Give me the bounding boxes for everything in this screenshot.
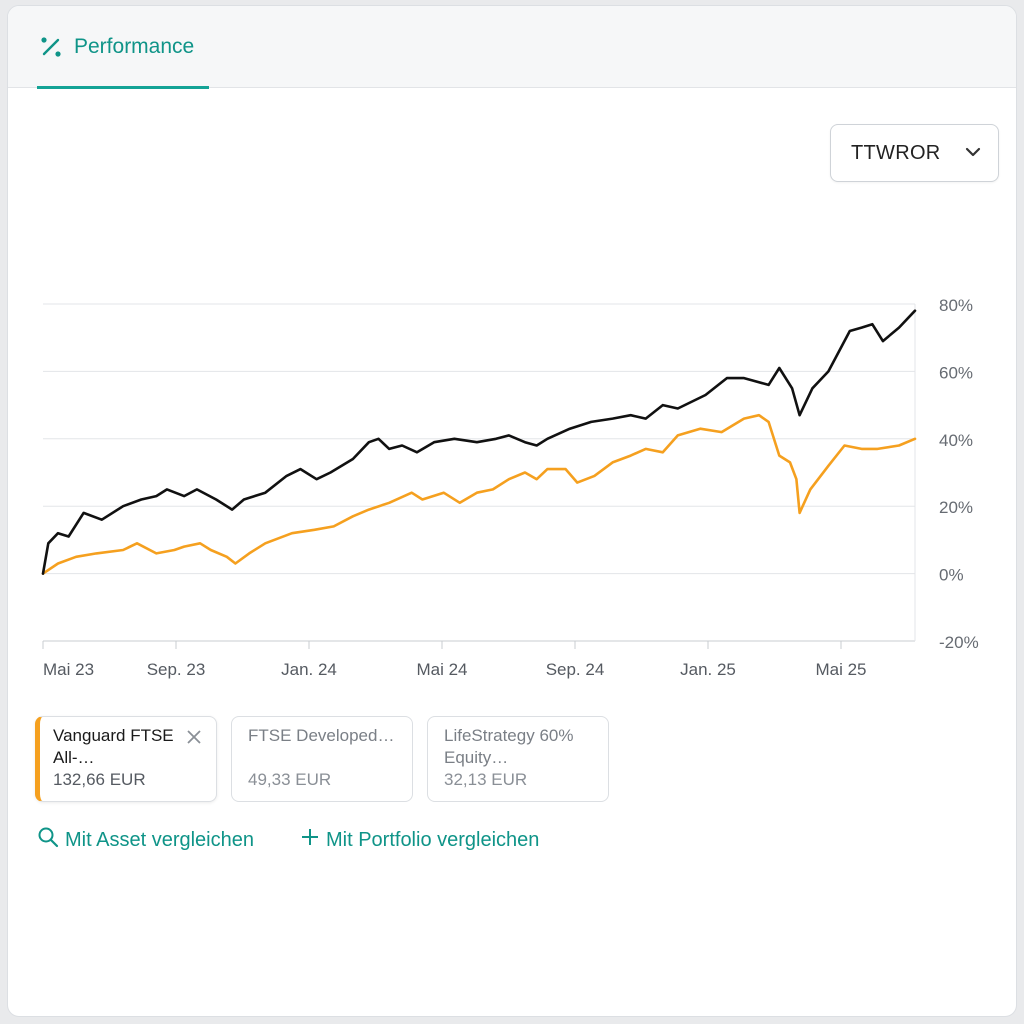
x-tick-label: Mai 25 [815, 660, 866, 679]
portfolio-series-line [41, 309, 917, 575]
x-tick-label: Mai 23 [43, 660, 94, 679]
asset-chip-name: Vanguard FTSE All-… [53, 726, 174, 767]
active-tab-indicator [37, 86, 209, 89]
metric-select-value: TTWROR [851, 141, 941, 164]
x-tick-label: Sep. 24 [546, 660, 605, 679]
y-tick-label: 40% [939, 431, 973, 450]
chevron-down-icon [965, 144, 981, 162]
asset-chip-value: 32,13 EUR [444, 770, 528, 789]
compare-actions: Mit Asset vergleichen Mit Portfolio verg… [37, 826, 539, 854]
tab-performance[interactable]: Performance [37, 6, 209, 89]
asset-chip-value: 49,33 EUR [248, 770, 332, 789]
compare-asset-label: Mit Asset vergleichen [65, 828, 254, 851]
y-tick-label: 20% [939, 498, 973, 517]
asset-chip-value: 132,66 EUR [53, 770, 146, 789]
search-icon [37, 826, 59, 854]
close-icon[interactable] [184, 727, 204, 747]
percent-icon [40, 36, 62, 58]
metric-select[interactable]: TTWROR [830, 124, 999, 182]
y-tick-label: 60% [939, 363, 973, 382]
y-tick-label: 0% [939, 566, 964, 585]
plus-icon [300, 827, 320, 853]
asset-chip[interactable]: Vanguard FTSE All-… 132,66 EUR [35, 716, 217, 802]
benchmark-series-line [41, 413, 917, 575]
y-tick-label: -20% [939, 633, 979, 652]
compare-portfolio-label: Mit Portfolio vergleichen [325, 828, 540, 851]
asset-chip[interactable]: LifeStrategy 60% Equity… 32,13 EUR [427, 716, 609, 802]
asset-chips: Vanguard FTSE All-… 132,66 EUR FTSE Deve… [35, 716, 609, 802]
tab-bar: Performance [8, 6, 1016, 89]
performance-chart: 80% 60% 40% 20% 0% -20% Mai 23 Sep. 23 Jan. 24 Ma… [41, 296, 979, 679]
x-tick-label: Sep. 23 [147, 660, 206, 679]
performance-card: Performance TTWROR 80% 60% 40% 20% 0% -20% Mai… [7, 5, 1017, 1017]
asset-chip[interactable]: FTSE Developed… 49,33 EUR [231, 716, 413, 802]
x-tick-label: Mai 24 [416, 660, 467, 679]
asset-chip-name: LifeStrategy 60% Equity… [444, 726, 574, 767]
compare-asset-link[interactable]: Mit Asset vergleichen [37, 826, 254, 854]
compare-portfolio-link[interactable]: Mit Portfolio vergleichen [300, 826, 539, 854]
tab-performance-label: Performance [74, 35, 195, 58]
x-tick-label: Jan. 25 [680, 660, 736, 679]
y-tick-label: 80% [939, 296, 973, 315]
asset-chip-name: FTSE Developed… [248, 726, 395, 745]
x-tick-label: Jan. 24 [281, 660, 337, 679]
